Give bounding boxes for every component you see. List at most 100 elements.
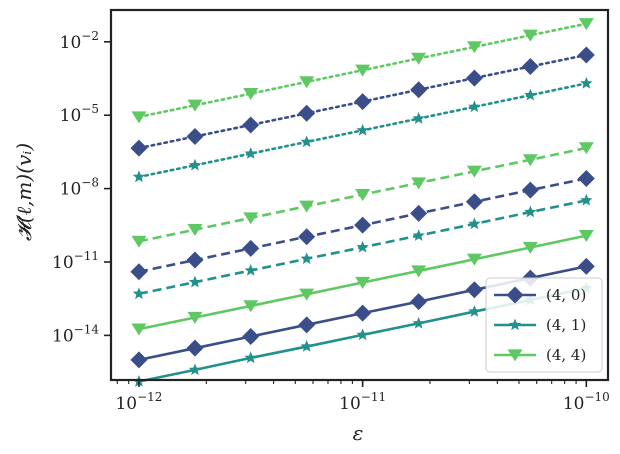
legend-label: (4, 4) — [546, 346, 586, 364]
series-7 — [130, 46, 595, 157]
data-point — [356, 328, 369, 341]
legend-label: (4, 0) — [546, 286, 586, 304]
data-point — [411, 265, 427, 278]
data-point — [187, 311, 203, 324]
data-point — [188, 275, 202, 288]
data-point — [299, 76, 315, 89]
x-tick-label: 10−10 — [563, 390, 610, 414]
data-point — [186, 339, 204, 357]
legend-item: (4, 4) — [494, 346, 586, 364]
data-point — [243, 88, 259, 101]
data-point — [298, 104, 316, 122]
y-tick-label: 10−14 — [52, 322, 99, 346]
plot-frame — [109, 8, 610, 382]
x-axis-label-group: ε — [353, 421, 364, 445]
data-point — [466, 253, 482, 266]
data-point — [354, 93, 372, 111]
data-point — [580, 193, 593, 206]
data-point — [242, 239, 260, 257]
series-9 — [131, 18, 594, 124]
data-point — [524, 88, 537, 101]
data-point — [410, 204, 428, 222]
data-point — [468, 217, 481, 230]
data-point — [412, 112, 425, 124]
data-point — [132, 170, 146, 183]
data-point — [411, 177, 427, 190]
data-point — [412, 316, 425, 329]
data-point — [411, 52, 427, 65]
y-axis-label: 𝓗(ℓ,m)(vᵢ) — [12, 143, 36, 241]
data-point — [300, 340, 313, 352]
data-point — [131, 235, 147, 248]
data-point — [132, 287, 146, 300]
data-point — [354, 216, 372, 234]
legend-item: (4, 0) — [494, 286, 586, 304]
data-point — [356, 123, 369, 136]
data-point — [355, 188, 371, 201]
series-6 — [131, 142, 594, 248]
data-point — [524, 205, 537, 218]
data-point — [356, 240, 369, 253]
data-point — [243, 212, 259, 225]
data-point — [130, 351, 148, 369]
series-4 — [130, 169, 595, 281]
data-point — [521, 58, 539, 76]
data-point — [412, 229, 425, 241]
x-tick-label: 10−11 — [339, 390, 386, 414]
data-point — [410, 293, 428, 311]
data-point — [465, 193, 483, 211]
data-point — [465, 281, 483, 299]
series-3 — [131, 229, 594, 336]
data-point — [578, 18, 594, 31]
data-point — [242, 328, 260, 346]
data-point — [131, 111, 147, 124]
legend: (4, 0) (4, 1) (4, 4) — [485, 277, 603, 373]
data-point — [188, 158, 202, 171]
data-point — [300, 252, 313, 265]
data-point — [522, 29, 538, 42]
legend-marker — [508, 318, 522, 331]
legend-item: (4, 1) — [494, 316, 586, 334]
data-point — [522, 241, 538, 254]
data-point — [187, 224, 203, 237]
data-point — [299, 288, 315, 301]
data-point — [244, 147, 257, 159]
data-point — [130, 139, 148, 157]
data-point — [186, 251, 204, 269]
data-point — [243, 300, 259, 313]
data-point — [522, 154, 538, 167]
y-tick-label: 10−11 — [52, 249, 99, 273]
data-point — [410, 81, 428, 99]
data-point — [355, 64, 371, 77]
data-point — [578, 142, 594, 155]
data-point — [468, 305, 481, 317]
data-point — [580, 76, 593, 89]
data-point — [188, 363, 202, 376]
data-point — [466, 41, 482, 54]
data-point — [355, 276, 371, 289]
series-5 — [132, 193, 593, 300]
data-point — [465, 69, 483, 87]
legend-marker — [507, 349, 523, 362]
series-8 — [132, 76, 593, 183]
data-point — [244, 351, 257, 364]
data-point — [466, 165, 482, 178]
data-point — [521, 181, 539, 199]
data-point — [300, 135, 313, 148]
axes: 10−12 10−11 10−10 10−14 10−11 10−8 10−5 10−2 — [52, 8, 610, 414]
data-point — [244, 263, 257, 276]
x-axis-label: ε — [353, 421, 364, 445]
data-point — [242, 116, 260, 134]
legend-label: (4, 1) — [546, 316, 586, 334]
plot-area — [130, 18, 595, 387]
data-point — [186, 127, 204, 145]
data-point — [354, 304, 372, 322]
data-point — [299, 200, 315, 213]
data-point — [298, 228, 316, 246]
legend-marker — [506, 286, 524, 304]
data-point — [130, 263, 148, 281]
y-tick-label: 10−5 — [60, 102, 99, 126]
y-tick-label: 10−2 — [60, 29, 99, 53]
data-point — [131, 323, 147, 336]
